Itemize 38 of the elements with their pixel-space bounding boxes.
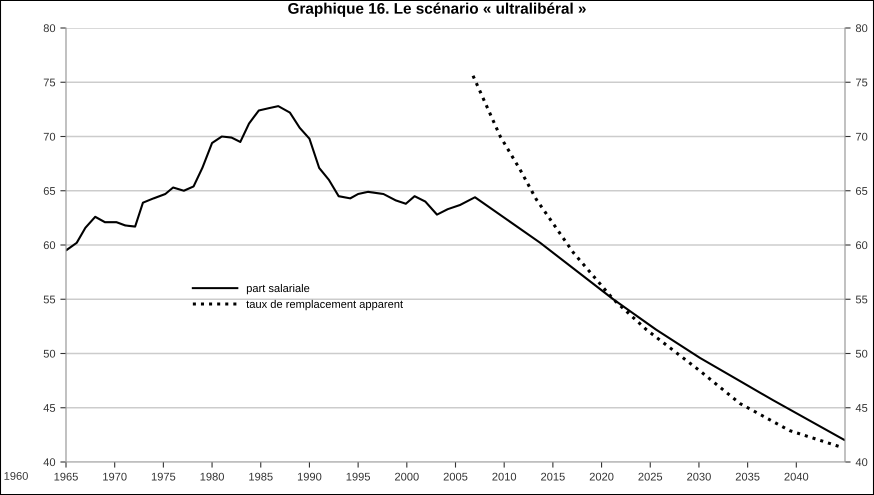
y-tick-label: 70 [44, 132, 56, 141]
x-tick-label: 2020 [590, 472, 614, 481]
legend-label: part salariale [246, 284, 310, 294]
x-tick-label: 1990 [298, 472, 322, 481]
x-tick-label: 2015 [541, 472, 565, 481]
y2-tick-label: 75 [856, 78, 868, 86]
y2-tick-label: 70 [856, 132, 868, 141]
y2-tick-label: 60 [856, 241, 868, 250]
legend-label: taux de remplacement apparent [246, 300, 403, 310]
y-tick-label: 65 [44, 187, 56, 195]
x-tick-label: 2040 [784, 472, 808, 481]
x-tick-label: 2035 [736, 472, 760, 481]
y-tick-label: 80 [44, 24, 56, 32]
y2-tick-label: 45 [856, 404, 868, 412]
text: 1960 [4, 472, 28, 480]
x-tick-label: 1970 [103, 472, 127, 481]
x-tick-label: 2005 [444, 472, 468, 481]
y2-tick-label: 55 [856, 296, 868, 304]
y-tick-label: 40 [43, 458, 56, 466]
y-tick-label: 50 [44, 350, 56, 358]
x-tick-label: 1975 [152, 472, 176, 481]
y-tick-label: 60 [44, 241, 56, 250]
y2-tick-label: 65 [856, 187, 868, 195]
y-tick-label: 45 [43, 404, 56, 412]
x-tick-label: 2030 [687, 472, 711, 481]
y2-tick-label: 40 [856, 458, 868, 466]
x-tick-label: 1995 [346, 472, 370, 481]
x-tick-label: 1980 [200, 472, 224, 481]
y2-tick-label: 80 [856, 24, 868, 32]
x-tick-label: 2025 [638, 472, 662, 481]
x-tick-label: 2000 [395, 472, 419, 481]
y2-tick-label: 50 [856, 350, 868, 358]
x-tick-label: 1965 [54, 472, 78, 481]
x-tick-label: 1985 [249, 472, 273, 481]
y-tick-label: 75 [44, 78, 56, 86]
y-tick-label: 55 [44, 296, 56, 304]
chart-title: Graphique 16. Le scénario « ultralibéral » [288, 2, 586, 17]
x-tick-label: 2010 [492, 472, 516, 481]
